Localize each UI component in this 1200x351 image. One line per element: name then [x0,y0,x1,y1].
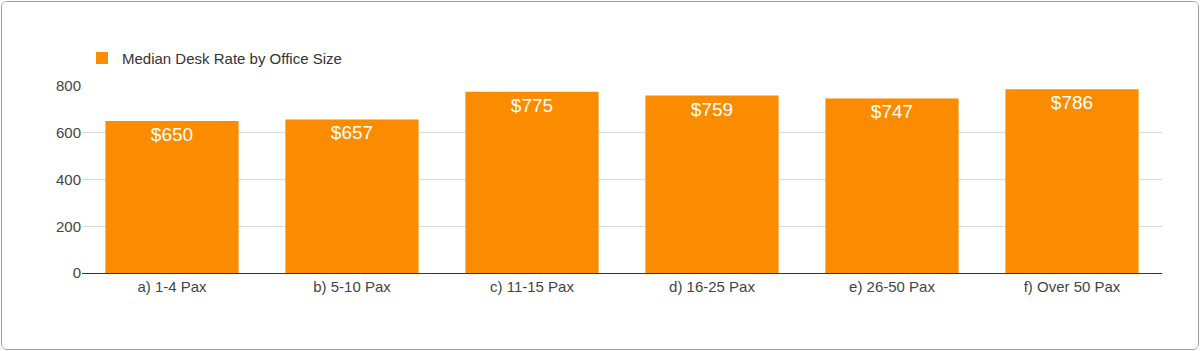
svg-text:f) Over 50 Pax: f) Over 50 Pax [1024,278,1121,295]
svg-text:400: 400 [56,171,81,188]
svg-text:$747: $747 [871,101,913,122]
svg-text:0: 0 [73,264,81,281]
svg-text:600: 600 [56,124,81,141]
svg-text:$775: $775 [511,95,553,116]
svg-text:e) 26-50 Pax: e) 26-50 Pax [849,278,935,295]
svg-text:800: 800 [56,77,81,94]
svg-text:200: 200 [56,218,81,235]
svg-text:Median Desk Rate by Office Siz: Median Desk Rate by Office Size [122,50,342,67]
svg-text:$759: $759 [691,99,733,120]
svg-text:c) 11-15 Pax: c) 11-15 Pax [490,278,574,295]
svg-text:$650: $650 [151,124,193,145]
svg-text:$786: $786 [1051,92,1093,113]
svg-text:a) 1-4 Pax: a) 1-4 Pax [137,278,207,295]
svg-text:d) 16-25 Pax: d) 16-25 Pax [669,278,755,295]
svg-text:$657: $657 [331,122,373,143]
svg-text:b) 5-10 Pax: b) 5-10 Pax [313,278,391,295]
